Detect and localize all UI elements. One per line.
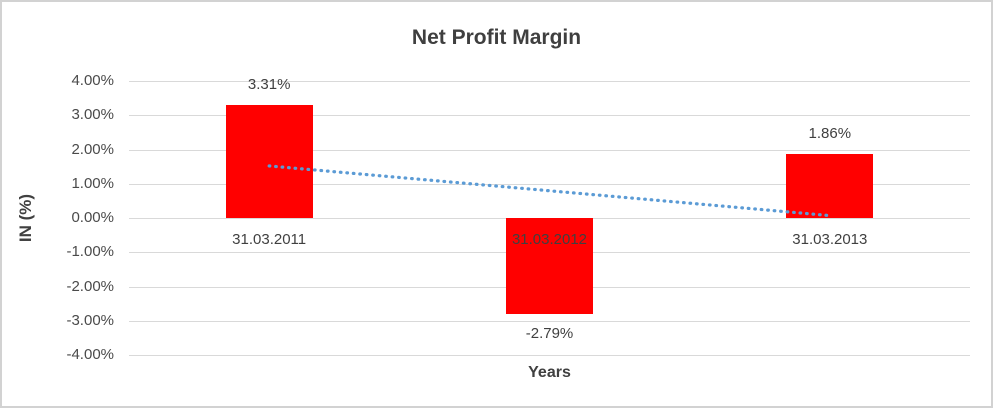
category-label: 31.03.2011 <box>232 231 307 248</box>
gridline <box>129 149 970 151</box>
y-axis-tick-label: 3.00% <box>71 106 114 124</box>
x-axis-title: Years <box>528 364 571 381</box>
bar-31.03.2013 <box>786 154 874 218</box>
data-label: 3.31% <box>247 75 291 93</box>
gridline <box>129 115 970 117</box>
chart-title: Net Profit Margin <box>411 26 582 49</box>
gridline <box>129 355 970 356</box>
y-axis-tick-label: -3.00% <box>66 311 114 329</box>
category-label: 31.03.2012 <box>511 231 588 248</box>
y-axis-tick-label: -1.00% <box>66 243 114 261</box>
bar-31.03.2011 <box>225 104 313 218</box>
y-axis-tick-label: -4.00% <box>66 346 114 363</box>
trendline <box>267 164 832 218</box>
y-axis-tick-label: -2.00% <box>66 277 114 295</box>
y-axis-tick-label: 2.00% <box>71 140 114 158</box>
y-axis-tick-label: 4.00% <box>71 72 114 89</box>
gridline <box>129 320 970 322</box>
bar-31.03.2012 <box>506 218 593 314</box>
data-label: 1.86% <box>808 125 852 143</box>
category-label: 31.03.2013 <box>792 231 868 248</box>
data-label: -2.79% <box>525 324 574 342</box>
y-axis-tick-label: 0.00% <box>71 209 114 226</box>
gridline <box>129 81 970 82</box>
y-axis-tick-label: 1.00% <box>71 174 114 192</box>
